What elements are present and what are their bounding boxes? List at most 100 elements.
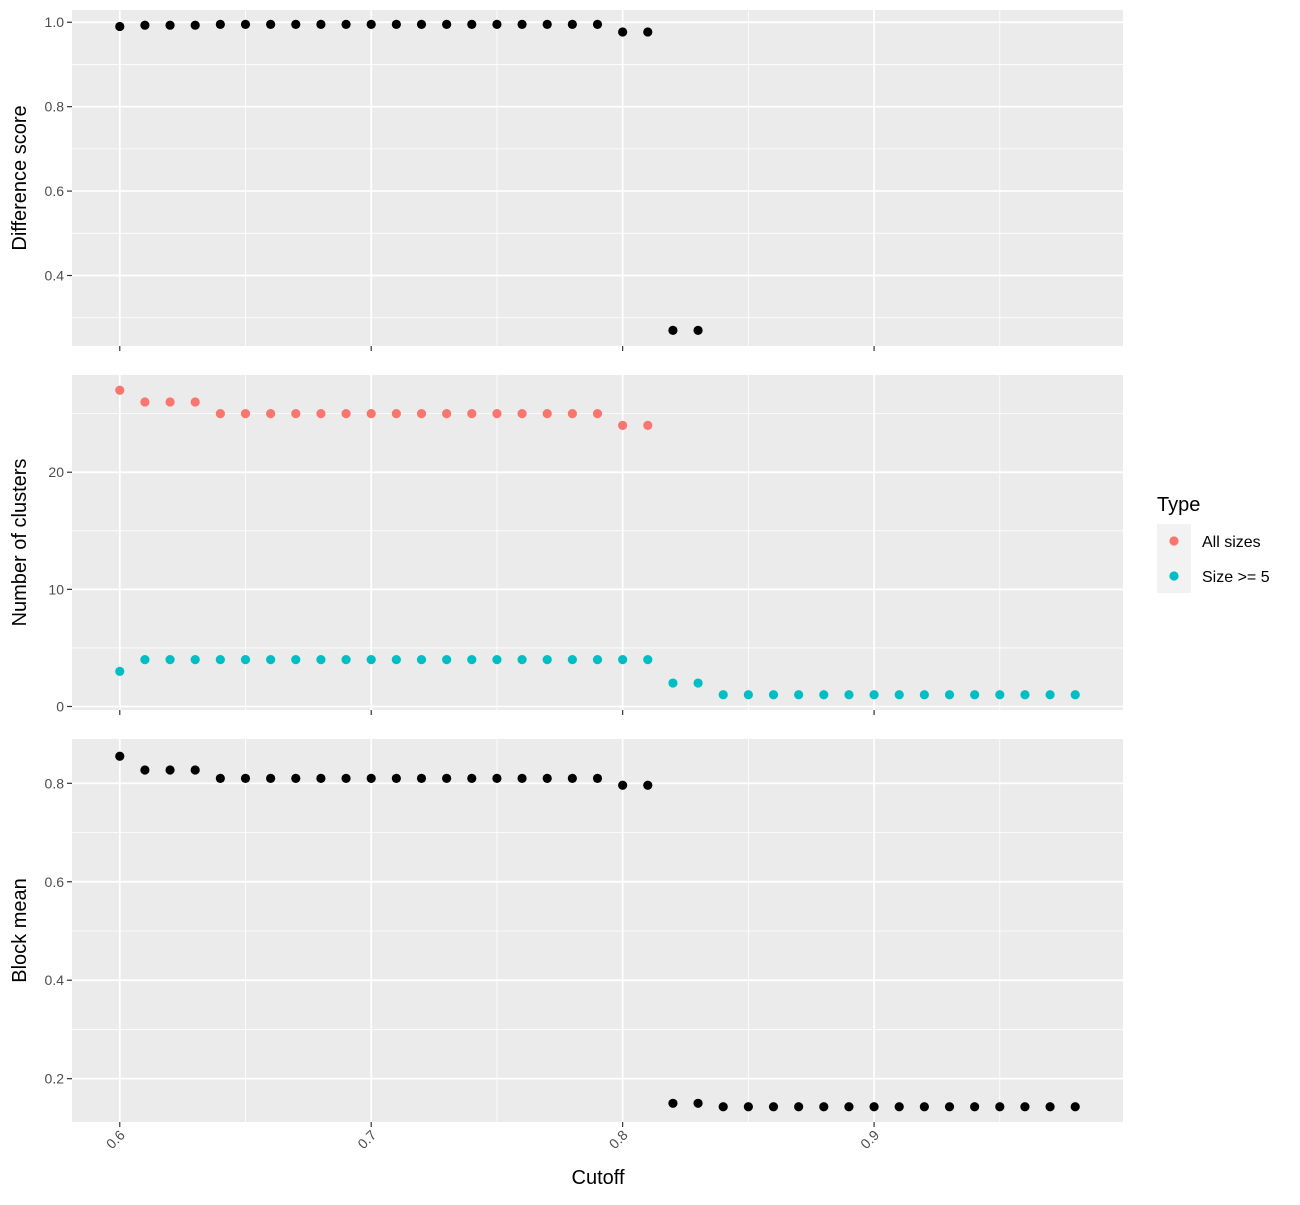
- data-point: [944, 1102, 955, 1112]
- y-tick-label: 0.8: [45, 775, 65, 791]
- y-tick-label: 0.8: [45, 99, 65, 115]
- data-point: [618, 27, 628, 37]
- data-point: [643, 655, 653, 665]
- y-axis-title: Number of clusters: [9, 459, 31, 627]
- legend-label-size-ge-5: Size >= 5: [1202, 569, 1270, 586]
- data-point: [140, 765, 150, 775]
- data-point: [894, 1102, 904, 1112]
- data-point: [240, 19, 251, 29]
- data-point: [442, 409, 452, 419]
- data-point: [668, 1098, 678, 1108]
- data-point: [190, 765, 200, 775]
- data-point: [366, 655, 376, 665]
- data-point: [291, 19, 301, 29]
- legend-key-background: [1157, 524, 1191, 593]
- y-tick-label: 20: [48, 464, 64, 480]
- y-axis-title: Difference score: [9, 105, 31, 250]
- data-point: [492, 773, 502, 783]
- data-point: [995, 1102, 1005, 1112]
- data-point: [391, 655, 401, 665]
- data-point: [794, 690, 804, 700]
- data-point: [794, 1102, 804, 1112]
- data-point: [165, 20, 175, 30]
- data-point: [391, 409, 401, 419]
- data-point: [215, 409, 225, 419]
- panel-background: [72, 739, 1123, 1122]
- data-point: [1070, 1102, 1080, 1112]
- data-point: [165, 655, 175, 665]
- data-point: [165, 765, 175, 775]
- data-point: [266, 655, 276, 665]
- data-point: [542, 655, 552, 665]
- data-point: [1020, 1102, 1030, 1112]
- data-point: [467, 409, 477, 419]
- data-point: [291, 409, 301, 419]
- data-point: [115, 751, 125, 761]
- data-point: [819, 1102, 829, 1112]
- data-point: [542, 409, 552, 419]
- data-point: [291, 773, 301, 783]
- y-tick-label: 0.2: [45, 1071, 65, 1087]
- data-point: [768, 690, 779, 700]
- data-point: [492, 409, 502, 419]
- data-point: [341, 773, 351, 783]
- data-point: [341, 409, 351, 419]
- data-point: [341, 655, 351, 665]
- data-point: [919, 690, 929, 700]
- data-point: [115, 385, 125, 395]
- data-point: [115, 21, 125, 32]
- data-point: [341, 19, 351, 29]
- data-point: [416, 409, 427, 419]
- data-point: [643, 420, 653, 430]
- data-point: [592, 655, 603, 665]
- data-point: [693, 678, 703, 688]
- data-point: [266, 19, 276, 29]
- data-point: [416, 19, 427, 29]
- x-axis-title: Cutoff: [572, 1167, 625, 1189]
- data-point: [467, 655, 477, 665]
- panel-background: [72, 375, 1123, 710]
- data-point: [819, 690, 829, 700]
- panel-number-of-clusters: 0 10 20 Number of clusters: [9, 375, 1123, 715]
- data-point: [618, 420, 628, 430]
- data-point: [165, 397, 175, 407]
- series-difference-score: [115, 19, 703, 335]
- data-point: [542, 773, 552, 783]
- data-point: [291, 655, 301, 665]
- data-point: [190, 397, 200, 407]
- data-point: [567, 19, 577, 29]
- y-tick-label: 0.6: [45, 874, 65, 890]
- data-point: [542, 19, 552, 29]
- x-tick-label: 0.9: [857, 1127, 882, 1152]
- y-tick-label: 1.0: [45, 14, 65, 30]
- data-point: [844, 1102, 854, 1112]
- data-point: [240, 773, 251, 783]
- data-point: [316, 409, 326, 419]
- data-point: [366, 773, 376, 783]
- data-point: [190, 20, 200, 30]
- series-all-sizes: [115, 385, 653, 430]
- y-axis-title: Block mean: [9, 878, 31, 983]
- data-point: [517, 409, 527, 419]
- y-tick-label: 0.4: [45, 268, 65, 284]
- data-point: [442, 19, 452, 29]
- data-point: [140, 655, 150, 665]
- data-point: [517, 19, 527, 29]
- data-point: [919, 1102, 929, 1112]
- series-size-5: [115, 655, 1080, 700]
- y-tick-label: 0: [56, 698, 64, 714]
- data-point: [869, 690, 879, 700]
- data-point: [768, 1102, 779, 1112]
- data-point: [467, 19, 477, 29]
- data-point: [416, 773, 427, 783]
- data-point: [115, 666, 125, 676]
- data-point: [693, 325, 703, 335]
- legend-label-all-sizes: All sizes: [1202, 534, 1261, 551]
- data-point: [718, 1102, 728, 1112]
- data-point: [970, 1102, 980, 1112]
- data-point: [643, 27, 653, 37]
- data-point: [517, 773, 527, 783]
- data-point: [366, 409, 376, 419]
